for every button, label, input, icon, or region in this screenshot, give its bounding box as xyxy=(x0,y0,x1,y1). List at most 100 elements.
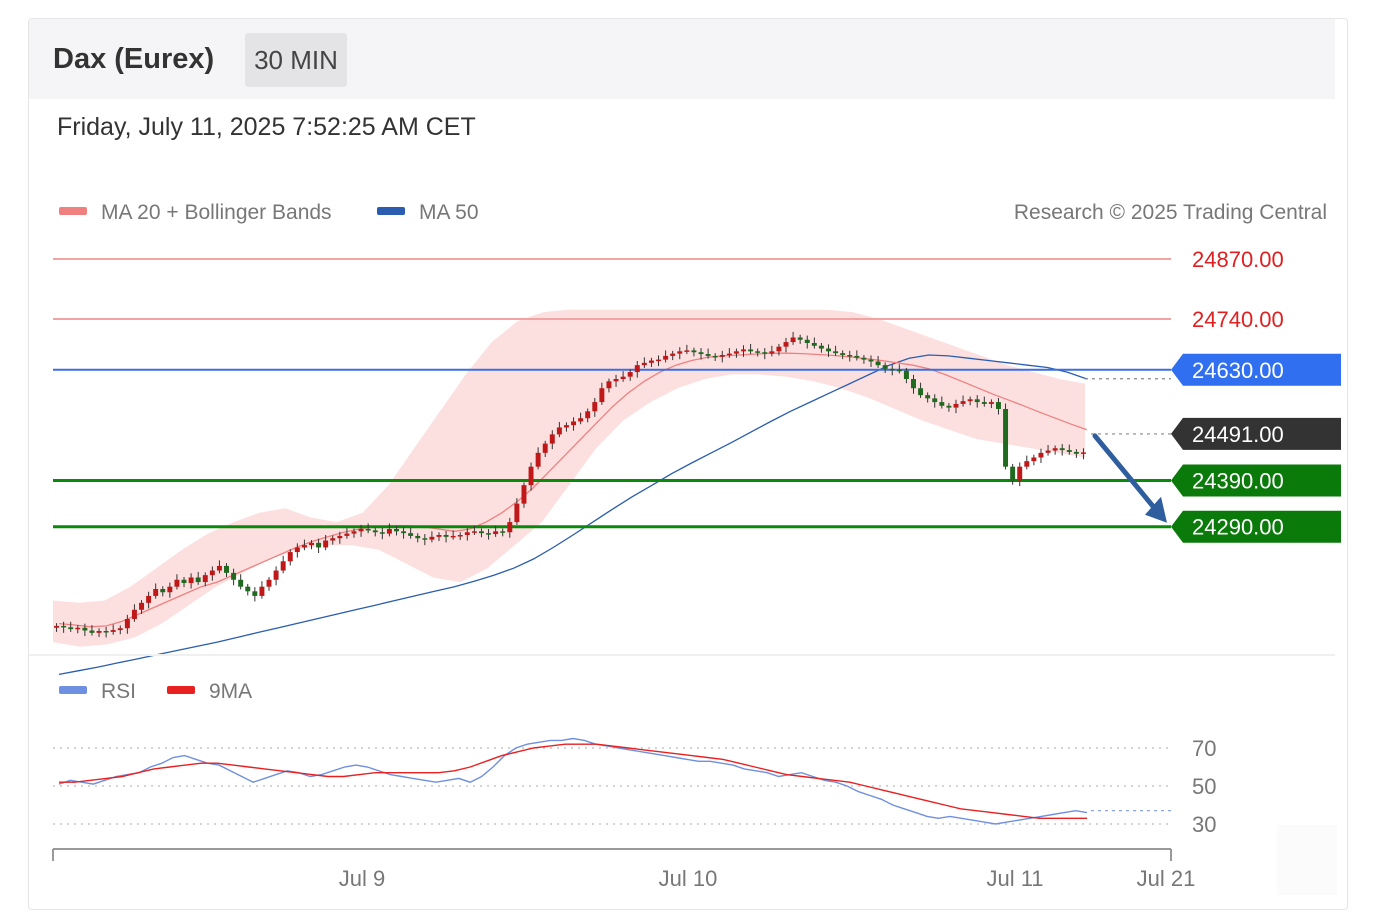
candle xyxy=(54,623,60,632)
level-label-24491.00: 24491.00 xyxy=(1192,422,1284,447)
candle xyxy=(436,532,442,541)
candle xyxy=(216,560,222,574)
candle xyxy=(287,549,293,566)
candle xyxy=(939,396,945,409)
candle xyxy=(252,587,258,602)
candle xyxy=(967,396,973,406)
candle xyxy=(309,540,314,550)
candle xyxy=(500,528,506,537)
candle xyxy=(486,529,492,540)
candle xyxy=(266,577,272,591)
candle xyxy=(358,524,364,537)
candle xyxy=(351,528,357,538)
rsi-line xyxy=(58,737,1088,825)
candle xyxy=(316,538,322,553)
candle xyxy=(408,527,414,539)
candle xyxy=(826,344,831,357)
candle xyxy=(563,422,569,432)
support-level-tag xyxy=(1171,510,1341,543)
timestamp: Friday, July 11, 2025 7:52:25 AM CET xyxy=(57,113,476,141)
candle xyxy=(755,348,761,357)
ma50-path xyxy=(58,354,1088,676)
candle xyxy=(847,350,853,362)
timeframe-badge[interactable]: 30 MIN xyxy=(245,33,347,87)
candle xyxy=(514,498,520,525)
candle xyxy=(478,528,484,538)
candle xyxy=(592,397,598,417)
candle xyxy=(131,604,137,622)
candle xyxy=(528,462,534,491)
candle xyxy=(330,535,336,545)
candle xyxy=(797,334,803,344)
candle xyxy=(401,527,407,539)
corner-shade xyxy=(1277,825,1337,895)
candle xyxy=(698,348,704,360)
candle xyxy=(89,625,95,636)
bollinger-band-area xyxy=(53,309,1085,647)
candle xyxy=(61,621,67,633)
candle xyxy=(818,343,824,353)
candle xyxy=(1073,449,1079,458)
candle xyxy=(556,421,562,438)
candle xyxy=(195,571,201,585)
candle xyxy=(1045,445,1051,456)
rsi-legend-label: RSI xyxy=(101,680,136,703)
candle xyxy=(124,614,130,634)
candle xyxy=(1017,462,1023,487)
candle xyxy=(769,345,775,357)
x-tick-label: Jul 11 xyxy=(986,866,1043,891)
candle xyxy=(365,523,371,534)
candle xyxy=(684,344,690,355)
candle xyxy=(783,337,789,353)
candle xyxy=(507,517,513,538)
candle xyxy=(719,350,725,363)
candle xyxy=(833,345,839,356)
candle xyxy=(429,531,435,543)
candle xyxy=(153,583,159,599)
candle xyxy=(188,573,194,589)
candle xyxy=(493,525,499,537)
candle xyxy=(733,348,739,358)
level-label-24630.00: 24630.00 xyxy=(1192,358,1284,383)
level-label-24290.00: 24290.00 xyxy=(1192,515,1284,540)
candle xyxy=(932,394,938,408)
x-tick-label: Jul 21 xyxy=(1137,866,1196,891)
candle xyxy=(840,350,846,360)
candle xyxy=(443,530,449,543)
candle xyxy=(1031,454,1037,466)
candle xyxy=(748,343,754,355)
candle xyxy=(160,586,166,597)
candle xyxy=(457,532,463,541)
candle xyxy=(1059,444,1065,456)
candle xyxy=(882,362,888,373)
candle xyxy=(301,539,307,551)
candle xyxy=(1038,448,1044,463)
candle xyxy=(450,530,456,540)
x-tick-label: Jul 10 xyxy=(659,866,718,891)
candle xyxy=(974,395,980,408)
candle xyxy=(535,447,541,470)
ma50-legend-label: MA 50 xyxy=(419,201,479,224)
candle xyxy=(691,347,697,357)
x-tick-label: Jul 9 xyxy=(339,866,385,891)
candle xyxy=(861,355,867,364)
candle xyxy=(1080,448,1086,460)
candle xyxy=(585,408,591,423)
candle xyxy=(68,621,74,632)
candle xyxy=(259,581,265,599)
ma20-legend-swatch xyxy=(59,207,87,215)
ma50-legend-swatch xyxy=(377,207,405,215)
candle xyxy=(379,528,385,540)
candle xyxy=(599,382,605,405)
candle xyxy=(656,355,662,367)
chart-canvas: MA 20 + Bollinger Bands MA 50 Research ©… xyxy=(29,201,1341,891)
ma20-path xyxy=(58,352,1088,628)
candle xyxy=(167,582,173,598)
candle xyxy=(762,348,768,360)
chart-header: Dax (Eurex) 30 MIN xyxy=(29,19,1335,99)
level-label-24740.00: 24740.00 xyxy=(1192,307,1284,332)
candle xyxy=(181,577,187,588)
support-level-tag xyxy=(1171,464,1341,497)
forecast-arrow xyxy=(1092,433,1167,523)
candle xyxy=(1024,455,1030,470)
